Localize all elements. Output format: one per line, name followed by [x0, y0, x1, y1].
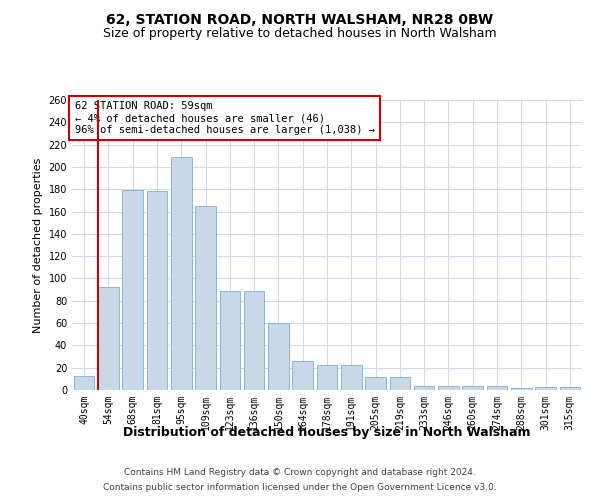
Bar: [220, 290, 240, 390]
Bar: [511, 388, 532, 390]
Text: 62 STATION ROAD: 59sqm
← 4% of detached houses are smaller (46)
96% of semi-deta: 62 STATION ROAD: 59sqm ← 4% of detached …: [74, 102, 374, 134]
Bar: [463, 386, 483, 390]
Bar: [268, 323, 289, 390]
Bar: [98, 288, 119, 390]
Bar: [535, 386, 556, 390]
Bar: [244, 290, 265, 390]
Bar: [171, 157, 191, 390]
Bar: [487, 386, 508, 390]
Bar: [292, 361, 313, 390]
Bar: [195, 206, 216, 390]
Bar: [317, 366, 337, 390]
Y-axis label: Number of detached properties: Number of detached properties: [33, 158, 43, 332]
Bar: [560, 386, 580, 390]
Bar: [74, 376, 94, 390]
Bar: [389, 376, 410, 390]
Bar: [365, 376, 386, 390]
Text: Contains public sector information licensed under the Open Government Licence v3: Contains public sector information licen…: [103, 483, 497, 492]
Text: Size of property relative to detached houses in North Walsham: Size of property relative to detached ho…: [103, 28, 497, 40]
Text: Distribution of detached houses by size in North Walsham: Distribution of detached houses by size …: [123, 426, 531, 439]
Bar: [341, 366, 362, 390]
Bar: [438, 386, 459, 390]
Bar: [146, 192, 167, 390]
Text: Contains HM Land Registry data © Crown copyright and database right 2024.: Contains HM Land Registry data © Crown c…: [124, 468, 476, 477]
Bar: [122, 190, 143, 390]
Text: 62, STATION ROAD, NORTH WALSHAM, NR28 0BW: 62, STATION ROAD, NORTH WALSHAM, NR28 0B…: [106, 12, 494, 26]
Bar: [414, 386, 434, 390]
